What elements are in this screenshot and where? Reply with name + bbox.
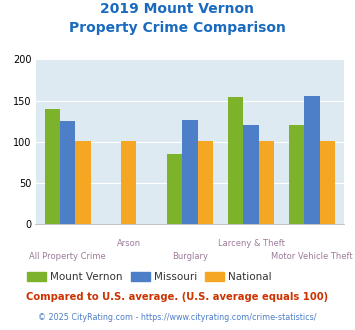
Text: Arson: Arson xyxy=(117,239,141,248)
Text: Property Crime Comparison: Property Crime Comparison xyxy=(69,21,286,35)
Bar xyxy=(244,125,259,224)
Bar xyxy=(75,141,91,224)
Text: 2019 Mount Vernon: 2019 Mount Vernon xyxy=(100,2,255,16)
Legend: Mount Vernon, Missouri, National: Mount Vernon, Missouri, National xyxy=(23,268,276,286)
Bar xyxy=(121,141,136,224)
Bar xyxy=(305,96,320,224)
Bar xyxy=(289,124,305,224)
Bar xyxy=(60,121,75,224)
Bar xyxy=(320,141,335,224)
Bar xyxy=(182,120,198,224)
Text: Compared to U.S. average. (U.S. average equals 100): Compared to U.S. average. (U.S. average … xyxy=(26,292,329,302)
Text: Larceny & Theft: Larceny & Theft xyxy=(218,239,284,248)
Text: © 2025 CityRating.com - https://www.cityrating.com/crime-statistics/: © 2025 CityRating.com - https://www.city… xyxy=(38,313,317,322)
Bar xyxy=(259,141,274,224)
Bar xyxy=(167,154,182,224)
Bar xyxy=(45,109,60,224)
Text: Burglary: Burglary xyxy=(172,252,208,261)
Bar xyxy=(198,141,213,224)
Text: All Property Crime: All Property Crime xyxy=(29,252,106,261)
Text: Motor Vehicle Theft: Motor Vehicle Theft xyxy=(271,252,353,261)
Bar xyxy=(228,97,244,224)
